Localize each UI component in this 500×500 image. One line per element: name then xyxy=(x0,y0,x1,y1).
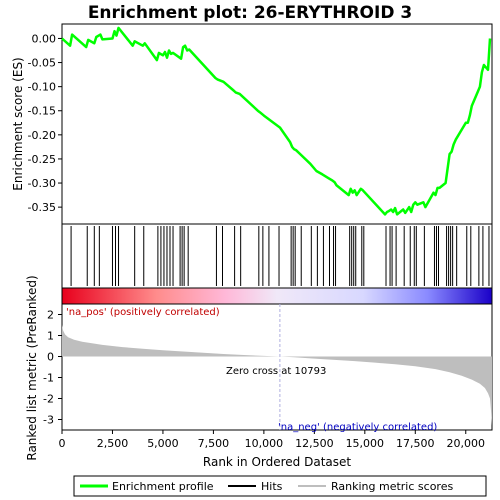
es-y-tick-label: 0.00 xyxy=(32,32,57,45)
enrichment-profile-line xyxy=(61,26,492,216)
metric-y-tick-label: 0 xyxy=(47,351,54,364)
legend-label-metric: Ranking metric scores xyxy=(331,480,453,493)
metric-y-axis-label: Ranked list metric (PreRanked) xyxy=(25,275,39,460)
metric-y-tick-label: 2 xyxy=(47,309,54,322)
hits-panel-frame xyxy=(61,223,493,289)
x-tick-label: 17,500 xyxy=(396,437,435,450)
legend-label-hits: Hits xyxy=(261,480,283,493)
x-tick-label: 2,500 xyxy=(97,437,129,450)
x-axis-label: Rank in Ordered Dataset xyxy=(203,455,351,469)
es-y-tick-label: -0.10 xyxy=(28,81,56,94)
es-y-axis: 0.00 -0.05 -0.10 -0.15 -0.20 -0.25 -0.30 -0.35 xyxy=(28,32,62,214)
ranking-color-band xyxy=(62,288,492,304)
es-y-axis-label: Enrichment score (ES) xyxy=(11,57,25,190)
metric-y-tick-label: -2 xyxy=(43,393,54,406)
chart-title: Enrichment plot: 26-ERYTHROID 3 xyxy=(88,3,412,23)
x-tick-label: 15,000 xyxy=(346,437,385,450)
x-tick-label: 20,000 xyxy=(447,437,486,450)
es-y-tick-label: -0.30 xyxy=(28,177,56,190)
metric-y-tick-label: -1 xyxy=(43,372,54,385)
rank-x-axis: 0 2,500 5,000 7,500 10,000 12,500 15,000 17,500… xyxy=(59,430,486,450)
es-y-tick-label: -0.25 xyxy=(28,153,56,166)
metric-y-tick-label: 1 xyxy=(47,330,54,343)
x-tick-label: 10,000 xyxy=(245,437,284,450)
legend-label-enrichment: Enrichment profile xyxy=(112,480,214,493)
metric-y-axis: 2 1 0 -1 -2 -3 xyxy=(43,309,62,427)
x-tick-label: 7,500 xyxy=(198,437,230,450)
x-tick-label: 5,000 xyxy=(147,437,179,450)
pos-correlated-label: 'na_pos' (positively correlated) xyxy=(66,307,220,318)
legend-box xyxy=(73,475,487,497)
hit-markers xyxy=(70,226,490,286)
zero-cross-label: Zero cross at 10793 xyxy=(226,366,326,377)
metric-y-tick-label: -3 xyxy=(43,414,54,427)
es-y-tick-label: -0.15 xyxy=(28,105,56,118)
x-tick-label: 12,500 xyxy=(295,437,334,450)
es-y-tick-label: -0.20 xyxy=(28,129,56,142)
es-y-tick-label: -0.35 xyxy=(28,201,56,214)
x-tick-label: 0 xyxy=(59,437,66,450)
neg-correlated-label: 'na_neg' (negatively correlated) xyxy=(278,422,437,433)
es-y-tick-label: -0.05 xyxy=(28,57,56,70)
